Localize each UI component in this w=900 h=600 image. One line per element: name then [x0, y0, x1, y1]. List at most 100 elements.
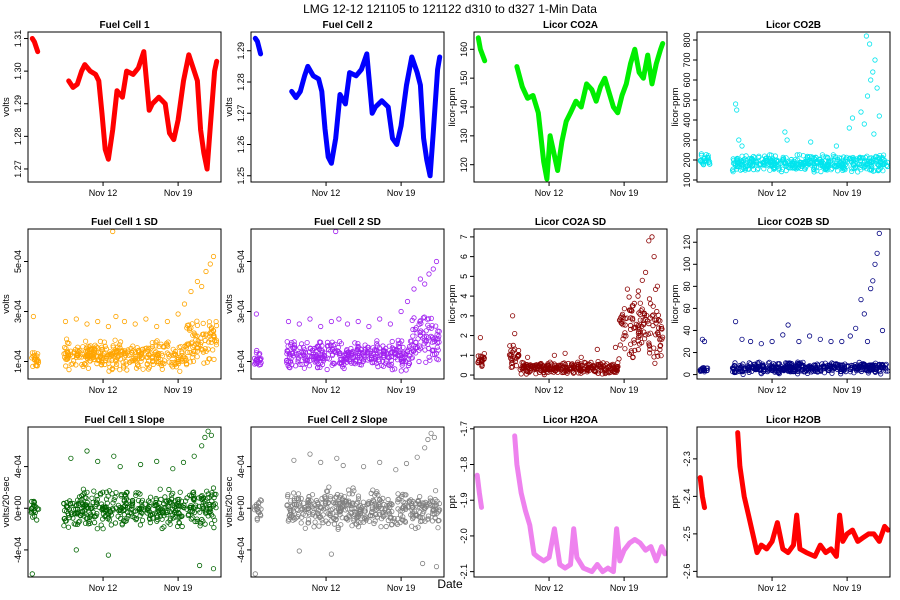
data-point — [73, 502, 79, 509]
data-point — [67, 500, 74, 506]
data-point — [65, 524, 72, 530]
data-point — [83, 345, 90, 351]
panel-title: Licor CO2A SD — [535, 217, 606, 228]
data-point — [364, 501, 370, 508]
data-point — [817, 157, 823, 163]
outlier-point — [84, 448, 90, 454]
data-point — [289, 351, 295, 357]
data-point — [306, 363, 312, 369]
data-point — [800, 159, 807, 166]
y-tick-label: 130 — [459, 128, 469, 143]
data-point — [863, 363, 869, 370]
data-point — [341, 365, 347, 372]
data-point — [79, 354, 85, 360]
data-point — [856, 161, 862, 167]
data-point — [355, 496, 362, 502]
data-point — [388, 361, 395, 367]
data-point — [149, 340, 155, 346]
data-point — [122, 350, 128, 356]
data-point — [370, 345, 376, 351]
data-point — [300, 511, 306, 517]
data-point — [304, 358, 310, 364]
y-tick-label: 140 — [459, 99, 469, 114]
data-point — [348, 360, 355, 366]
data-point — [758, 366, 764, 372]
y-axis-label: ppt — [670, 495, 681, 509]
data-point — [524, 362, 530, 368]
data-point — [519, 364, 525, 370]
data-point — [350, 485, 356, 491]
data-point — [107, 351, 114, 357]
data-point — [74, 350, 81, 356]
data-point — [159, 366, 165, 372]
y-tick-label: 1.30 — [13, 62, 23, 80]
y-tick-label: -2.4 — [682, 489, 692, 505]
series-line-2 — [66, 49, 220, 172]
data-point — [284, 348, 290, 354]
data-point — [753, 159, 760, 165]
outlier-point — [734, 107, 740, 113]
data-point — [427, 498, 433, 504]
data-point — [316, 523, 322, 529]
data-point — [851, 363, 858, 369]
data-point — [364, 344, 371, 350]
data-point — [564, 365, 570, 371]
data-point — [142, 501, 148, 507]
outlier-point — [307, 316, 313, 322]
data-point — [575, 359, 581, 365]
data-point — [409, 317, 415, 323]
data-point — [211, 333, 217, 339]
x-tick-label: Nov 12 — [758, 583, 787, 593]
data-point — [257, 351, 263, 357]
data-point — [119, 522, 125, 528]
data-point — [127, 359, 133, 365]
data-point — [132, 349, 138, 355]
data-point — [288, 509, 294, 515]
outlier-point — [551, 352, 558, 358]
data-point — [85, 348, 91, 354]
data-point — [124, 515, 130, 522]
outlier-point — [422, 445, 428, 451]
data-point — [190, 348, 196, 354]
data-point — [68, 348, 74, 354]
data-point — [399, 338, 405, 344]
data-point — [140, 366, 146, 372]
data-point — [137, 513, 143, 519]
outlier-point — [333, 229, 339, 235]
data-point — [530, 366, 537, 372]
data-point — [793, 166, 799, 172]
data-point — [103, 489, 110, 495]
data-point — [737, 364, 744, 370]
data-point — [748, 361, 754, 367]
data-point — [99, 357, 105, 363]
data-point — [701, 367, 708, 374]
data-point — [331, 361, 337, 367]
data-point — [840, 167, 846, 173]
outlier-point — [366, 323, 372, 330]
data-point — [698, 151, 705, 157]
outlier-point — [732, 318, 739, 325]
outlier-point — [431, 434, 437, 440]
data-point — [294, 506, 300, 512]
panels: Fuel Cell 1volts1.271.281.291.301.31Nov … — [1, 20, 891, 593]
x-tick-label: Nov 19 — [833, 583, 862, 593]
data-point — [201, 360, 207, 366]
data-point — [179, 523, 185, 530]
data-point — [852, 157, 858, 163]
outlier-point — [68, 455, 74, 461]
data-point — [571, 369, 577, 375]
data-point — [651, 354, 657, 360]
scatter-points — [697, 151, 890, 175]
data-point — [197, 523, 203, 529]
data-point — [258, 497, 264, 504]
data-point — [314, 343, 321, 349]
data-point — [74, 511, 80, 517]
outlier-point — [291, 457, 297, 463]
data-point — [351, 488, 357, 494]
data-point — [368, 356, 374, 362]
data-point — [819, 152, 826, 158]
data-point — [202, 498, 208, 504]
data-point — [421, 509, 427, 515]
data-point — [366, 499, 372, 505]
data-point — [637, 332, 644, 338]
